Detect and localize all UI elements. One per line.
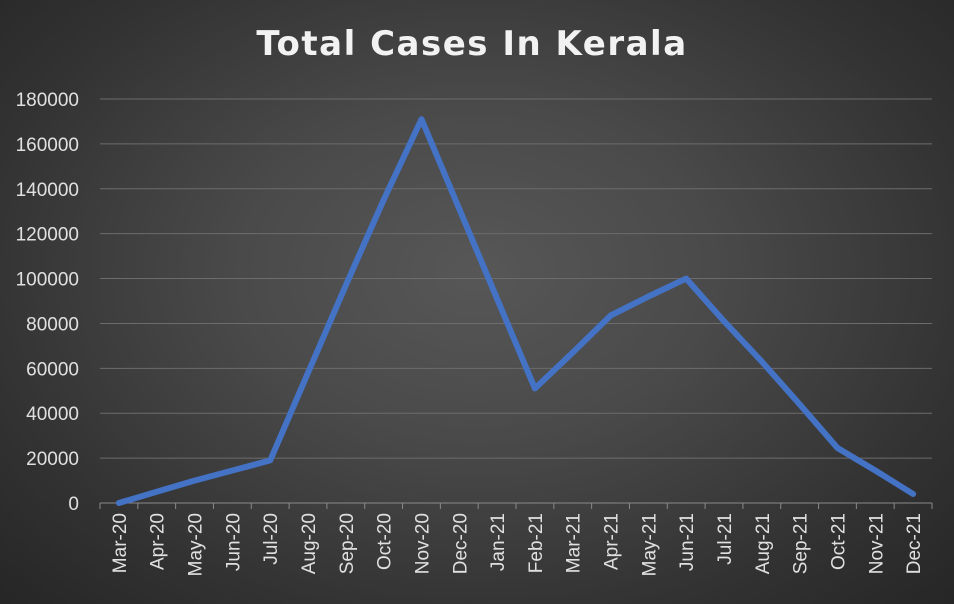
x-tick-label: Jul-21 [715, 513, 736, 565]
x-tick-label: Jul-20 [261, 513, 282, 565]
y-tick-label: 0 [68, 494, 79, 515]
axes [99, 502, 933, 509]
y-tick-label: 160000 [16, 135, 79, 156]
x-tick-label: Oct-20 [375, 513, 396, 570]
gridlines [100, 98, 932, 459]
x-tick-label: May-21 [639, 513, 660, 576]
y-tick-label: 180000 [16, 90, 79, 111]
x-tick-label: Feb-21 [526, 513, 547, 573]
series-line-0 [115, 116, 917, 506]
x-tick-label: Jun-20 [223, 513, 244, 571]
x-tick-label: Mar-21 [564, 513, 585, 573]
y-tick-label: 80000 [26, 314, 79, 335]
y-tick-label: 40000 [26, 404, 79, 425]
x-tick-label: Dec-20 [450, 513, 471, 574]
x-tick-label: Sep-20 [337, 513, 358, 574]
y-tick-label: 120000 [16, 225, 79, 246]
y-tick-label: 60000 [26, 359, 79, 380]
y-tick-label: 20000 [26, 449, 79, 470]
x-tick-label: Nov-21 [866, 513, 887, 574]
x-tick-label: Apr-21 [602, 513, 623, 570]
x-tick-label: Apr-20 [148, 513, 169, 570]
x-tick-label: Aug-20 [299, 513, 320, 574]
x-tick-label: Jan-21 [488, 513, 509, 571]
x-axis-tick-labels: Mar-20 Apr-20 May-20 Jun-20 Jul-20 Aug-20 Sep-… [110, 513, 925, 576]
y-tick-label: 100000 [16, 270, 79, 291]
x-tick-label: Oct-21 [828, 513, 849, 570]
x-tick-label: Dec-21 [904, 513, 925, 574]
chart-title: Total Cases In Kerala [256, 24, 687, 64]
x-tick-label: Aug-21 [753, 513, 774, 574]
x-tick-label: Nov-20 [412, 513, 433, 574]
y-tick-label: 140000 [16, 180, 79, 201]
series-lines [115, 116, 917, 506]
x-tick-label: Sep-21 [791, 513, 812, 574]
x-tick-label: May-20 [186, 513, 207, 576]
y-axis-tick-labels: 0 20000 40000 60000 80000 100000 120000 140000 1… [16, 90, 79, 515]
x-tick-label: Mar-20 [110, 513, 131, 573]
x-tick-label: Jun-21 [677, 513, 698, 571]
